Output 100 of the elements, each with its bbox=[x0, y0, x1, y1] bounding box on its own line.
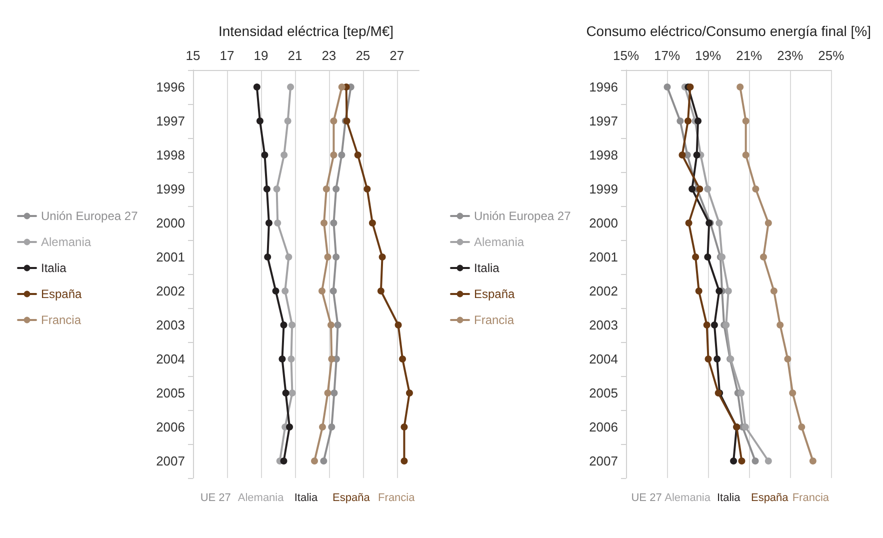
point bbox=[280, 152, 288, 158]
point bbox=[664, 84, 671, 90]
point bbox=[318, 288, 326, 294]
point bbox=[338, 84, 346, 90]
point bbox=[327, 322, 334, 328]
point bbox=[770, 288, 778, 294]
point bbox=[784, 356, 792, 362]
y-tick-label: 1997 bbox=[156, 114, 185, 128]
y-tick-label: 2005 bbox=[156, 386, 185, 400]
y-tick-label: 2005 bbox=[589, 386, 618, 400]
point bbox=[688, 186, 696, 192]
x-tick-label: 15 bbox=[186, 48, 200, 63]
point bbox=[282, 390, 290, 396]
point bbox=[742, 118, 750, 124]
x-tick-label: 19 bbox=[254, 48, 268, 63]
x-axis-title: Consumo eléctrico/Consumo energía final [%] bbox=[586, 23, 872, 39]
x-tick-label: 25 bbox=[356, 48, 370, 63]
text: Italia bbox=[716, 492, 742, 504]
point bbox=[330, 390, 338, 396]
point bbox=[798, 424, 806, 430]
y-tick-label: 1997 bbox=[589, 114, 618, 128]
legend-label: Francia bbox=[474, 313, 514, 327]
legend-label: Alemania bbox=[41, 235, 92, 249]
point bbox=[330, 118, 338, 124]
point bbox=[692, 254, 700, 260]
legend-label: Italia bbox=[41, 261, 67, 275]
legend-label: Unión Europea 27 bbox=[41, 209, 138, 223]
point bbox=[399, 356, 406, 362]
point bbox=[676, 118, 684, 124]
x-tick-label: 21 bbox=[288, 48, 302, 63]
point bbox=[378, 254, 386, 260]
point bbox=[338, 152, 346, 158]
text: Francia bbox=[378, 492, 416, 504]
point bbox=[274, 220, 282, 226]
y-tick-label: 2000 bbox=[589, 216, 618, 230]
point bbox=[354, 152, 362, 158]
point bbox=[742, 424, 749, 430]
x-axis-title: Intensidad eléctrica [tep/M€] bbox=[218, 23, 394, 39]
point bbox=[752, 186, 760, 192]
y-tick-label: 2003 bbox=[589, 318, 618, 332]
point bbox=[284, 118, 292, 124]
point bbox=[394, 322, 402, 328]
point bbox=[288, 390, 296, 396]
text: UE 27 bbox=[200, 492, 231, 504]
y-tick-label: 2000 bbox=[156, 216, 185, 230]
text: UE 27 bbox=[631, 492, 662, 504]
x-tick-label: 19% bbox=[695, 48, 722, 63]
text: Francia bbox=[792, 492, 830, 504]
text: Alemania bbox=[238, 492, 285, 504]
y-tick-label: 1998 bbox=[589, 148, 618, 162]
point bbox=[328, 356, 336, 362]
point bbox=[789, 390, 796, 396]
x-tick-label: 23% bbox=[777, 48, 804, 63]
point bbox=[288, 322, 296, 328]
point bbox=[406, 390, 413, 396]
point bbox=[320, 220, 328, 226]
point bbox=[716, 220, 723, 226]
point bbox=[678, 152, 686, 158]
point bbox=[264, 254, 272, 260]
point bbox=[328, 424, 336, 430]
y-tick-label: 2007 bbox=[156, 454, 185, 468]
x-tick-label: 17% bbox=[654, 48, 680, 63]
y-tick-label: 2002 bbox=[156, 284, 185, 298]
point bbox=[704, 254, 712, 260]
text: Italia bbox=[294, 492, 318, 504]
point bbox=[330, 288, 337, 294]
point bbox=[273, 186, 280, 192]
point bbox=[324, 254, 332, 260]
point bbox=[760, 254, 767, 260]
point bbox=[263, 186, 270, 192]
x-tick-label: 17 bbox=[220, 48, 234, 63]
point bbox=[742, 152, 750, 158]
y-tick-label: 1998 bbox=[156, 148, 185, 162]
point bbox=[704, 186, 712, 192]
point bbox=[320, 458, 328, 464]
point bbox=[278, 356, 286, 362]
point bbox=[752, 458, 759, 464]
point bbox=[695, 288, 702, 294]
x-tick-label: 23 bbox=[322, 48, 336, 63]
text: Alemania bbox=[664, 492, 712, 504]
y-tick-label: 2006 bbox=[589, 420, 618, 434]
y-tick-label: 2004 bbox=[156, 352, 185, 366]
point bbox=[330, 152, 338, 158]
x-tick-label: 27 bbox=[390, 48, 404, 63]
point bbox=[368, 220, 376, 226]
point bbox=[364, 186, 371, 192]
legend-label: España bbox=[41, 287, 82, 301]
x-tick-label: 25% bbox=[818, 48, 845, 63]
point bbox=[377, 288, 384, 294]
point bbox=[730, 458, 738, 464]
point bbox=[714, 356, 721, 362]
point bbox=[400, 424, 408, 430]
legend-label: España bbox=[474, 287, 516, 301]
point bbox=[330, 220, 338, 226]
legend-label: Alemania bbox=[474, 235, 524, 249]
point bbox=[400, 458, 408, 464]
point bbox=[738, 390, 745, 396]
point bbox=[736, 84, 744, 90]
point bbox=[322, 186, 330, 192]
point bbox=[253, 84, 260, 90]
